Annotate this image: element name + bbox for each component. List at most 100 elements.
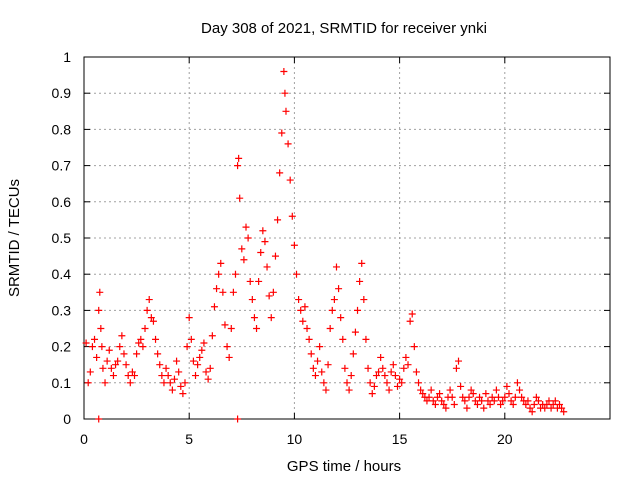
data-point — [253, 325, 261, 332]
y-tick-label: 0.3 — [52, 302, 72, 318]
data-point — [516, 386, 524, 394]
data-point — [223, 343, 231, 351]
data-point — [219, 288, 227, 296]
data-point — [494, 393, 502, 401]
data-point — [406, 317, 414, 325]
data-point — [128, 368, 136, 376]
x-axis: 0 5 10 15 20 — [80, 57, 513, 447]
data-point — [457, 382, 465, 390]
data-point — [530, 401, 538, 409]
data-point — [337, 314, 345, 322]
data-point — [478, 397, 486, 405]
data-point — [455, 357, 463, 365]
data-point — [318, 368, 326, 376]
data-point — [480, 404, 488, 412]
data-point — [295, 296, 303, 304]
data-point — [118, 332, 126, 340]
chart-title: Day 308 of 2021, SRMTID for receiver ynk… — [201, 20, 487, 37]
data-point — [560, 408, 568, 416]
data-point — [473, 401, 481, 409]
data-point — [105, 346, 113, 354]
data-point — [192, 372, 200, 380]
y-tick-label: 0.9 — [52, 85, 72, 101]
y-tick-label: 0.1 — [52, 375, 72, 391]
data-point — [124, 372, 132, 380]
data-point — [541, 404, 549, 412]
data-point — [213, 285, 221, 293]
data-point — [507, 397, 515, 405]
data-point — [343, 379, 351, 387]
data-point — [293, 270, 301, 278]
data-point — [147, 314, 155, 322]
data-point — [307, 350, 315, 358]
data-point — [281, 89, 289, 97]
data-point — [97, 325, 105, 332]
data-point — [194, 361, 202, 369]
data-point — [244, 234, 252, 242]
data-point — [215, 270, 223, 278]
data-point — [149, 317, 157, 325]
data-point — [179, 390, 187, 398]
data-point — [410, 343, 418, 351]
data-point — [274, 216, 282, 224]
data-point — [82, 339, 90, 347]
data-point — [467, 386, 475, 394]
data-point — [465, 393, 473, 401]
data-point — [335, 285, 343, 293]
data-point — [528, 408, 536, 416]
data-point — [503, 382, 511, 390]
data-point — [143, 306, 151, 314]
data-point — [156, 361, 164, 369]
data-point — [240, 256, 248, 264]
data-point — [278, 129, 286, 137]
data-point — [185, 314, 193, 322]
data-point — [385, 386, 393, 394]
data-point — [261, 238, 269, 246]
data-point — [354, 306, 362, 314]
data-point — [98, 343, 106, 351]
data-point — [326, 325, 334, 332]
data-point — [139, 343, 147, 351]
data-point — [122, 361, 130, 369]
data-point — [181, 379, 189, 387]
data-point — [322, 386, 330, 394]
data-point — [423, 397, 431, 405]
data-point — [145, 296, 153, 304]
data-point — [419, 390, 427, 398]
data-point — [297, 306, 305, 314]
data-point — [196, 353, 204, 361]
data-point — [358, 259, 366, 267]
data-point — [501, 393, 509, 401]
data-point — [84, 379, 92, 387]
data-point — [112, 361, 120, 369]
data-point — [126, 379, 134, 387]
data-point — [276, 169, 284, 177]
data-point — [301, 303, 309, 311]
data-point — [170, 375, 178, 383]
data-point — [236, 194, 244, 202]
data-point — [114, 357, 122, 365]
data-point — [96, 288, 104, 296]
data-point — [305, 335, 313, 343]
data-point — [101, 379, 109, 387]
data-point — [347, 372, 355, 380]
data-point — [173, 357, 181, 365]
data-point — [370, 382, 378, 390]
data-point — [482, 390, 490, 398]
data-point — [469, 390, 477, 398]
data-point — [303, 325, 311, 332]
data-point — [511, 393, 519, 401]
data-point — [404, 361, 412, 369]
data-point — [202, 368, 210, 376]
data-point — [86, 368, 94, 376]
data-point — [217, 259, 225, 267]
x-tick-label: 5 — [185, 431, 193, 447]
data-point — [389, 361, 397, 369]
data-point — [259, 227, 267, 235]
data-point — [286, 176, 294, 184]
data-point — [545, 397, 553, 405]
grid-lines — [84, 57, 610, 419]
data-point — [206, 364, 214, 372]
data-point — [412, 368, 420, 376]
